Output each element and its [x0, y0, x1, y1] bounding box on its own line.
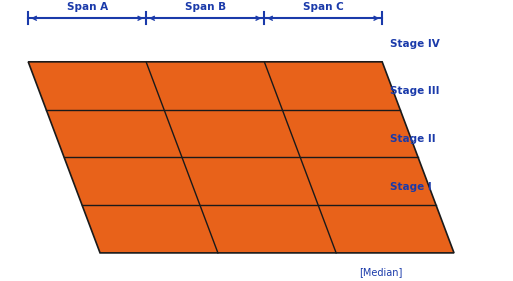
Text: Span A: Span A — [67, 2, 108, 12]
Text: Span C: Span C — [303, 2, 344, 12]
Text: Stage IV: Stage IV — [390, 38, 440, 49]
Polygon shape — [28, 62, 454, 253]
Text: Span B: Span B — [185, 2, 226, 12]
Text: Stage III: Stage III — [390, 86, 439, 96]
Text: [Median]: [Median] — [359, 268, 403, 278]
Text: Stage I: Stage I — [390, 182, 431, 192]
Text: Stage II: Stage II — [390, 134, 436, 144]
